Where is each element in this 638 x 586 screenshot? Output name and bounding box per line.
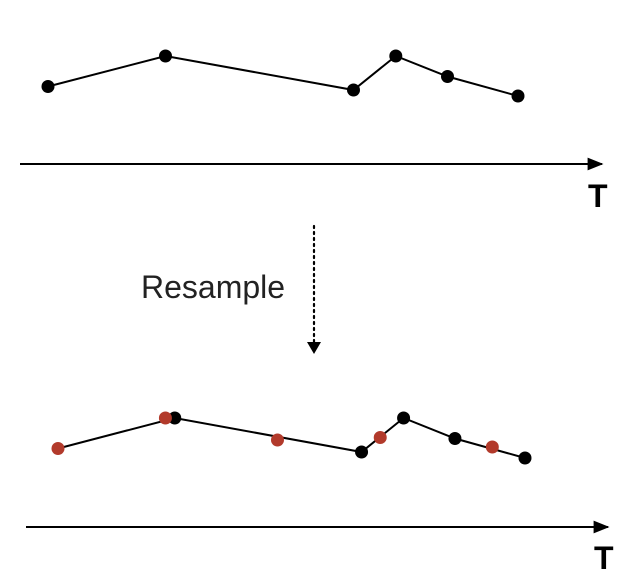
original-point-5 bbox=[518, 451, 532, 465]
top-point-6 bbox=[511, 89, 525, 103]
bottom-axis-label: T bbox=[594, 540, 614, 576]
top-series bbox=[41, 49, 525, 103]
top-axis-label: T bbox=[588, 178, 608, 214]
top-point-5 bbox=[441, 70, 454, 83]
top-point-4 bbox=[389, 49, 403, 63]
original-point-1 bbox=[168, 411, 182, 425]
bottom-series bbox=[51, 411, 532, 465]
resampled-point-2 bbox=[158, 411, 172, 425]
resampled-point-1 bbox=[51, 442, 65, 455]
resample-label: Resample bbox=[141, 269, 285, 305]
top-series-line bbox=[47, 54, 519, 97]
resampled-point-4 bbox=[373, 431, 387, 444]
original-point-3 bbox=[397, 411, 411, 425]
original-point-4 bbox=[448, 432, 462, 445]
top-point-3 bbox=[347, 83, 360, 97]
original-point-2 bbox=[355, 445, 369, 459]
resampled-point-3 bbox=[270, 433, 284, 447]
resample-arrowhead bbox=[307, 342, 321, 354]
resampled-point-5 bbox=[485, 440, 499, 454]
top-point-1 bbox=[41, 80, 55, 93]
top-point-2 bbox=[159, 49, 172, 63]
